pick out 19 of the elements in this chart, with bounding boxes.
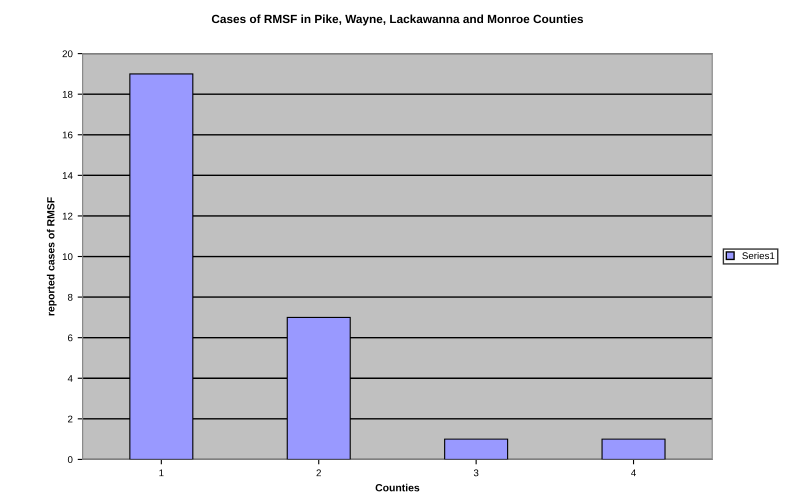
x-axis-title: Counties (376, 484, 420, 492)
y-tick-label: 2 (68, 416, 72, 422)
y-tick-label: 12 (62, 212, 72, 220)
y-tick-label: 20 (62, 50, 73, 58)
y-tick-label: 4 (68, 375, 73, 382)
chart-title: Cases of RMSF in Pike, Wayne, Lackawanna and Monroe Counties (212, 14, 584, 26)
y-tick-label: 14 (62, 172, 73, 179)
y-tick-label: 0 (68, 456, 73, 464)
x-tick-label: 2 (316, 469, 321, 476)
y-tick-label: 16 (62, 132, 72, 138)
y-tick-label: 8 (68, 294, 72, 301)
x-tick-label: 1 (159, 469, 164, 476)
y-axis-title: reported cases of RMSF (46, 197, 57, 316)
x-tick-label: 3 (474, 469, 478, 476)
y-tick-label: 6 (68, 334, 72, 342)
legend-label: Series1 (742, 252, 774, 260)
y-tick-label: 18 (62, 90, 72, 98)
y-tick-label: 10 (62, 253, 73, 260)
x-tick-label: 4 (631, 469, 636, 476)
